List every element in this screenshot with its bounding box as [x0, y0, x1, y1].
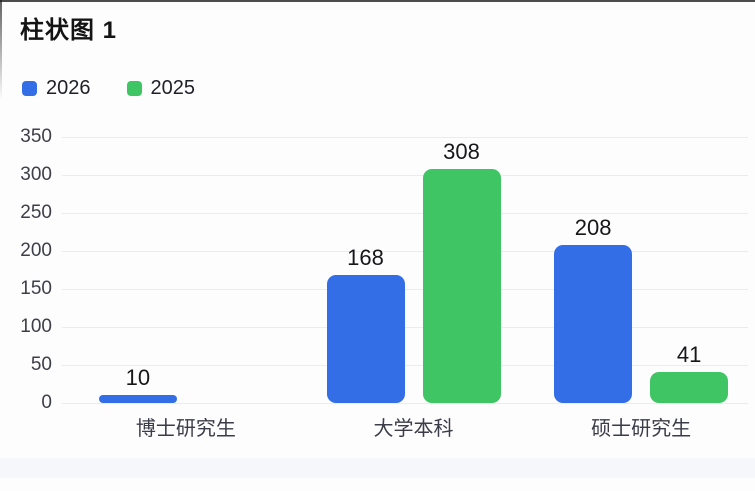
legend-swatch-2026-icon — [22, 81, 37, 96]
background-band — [0, 458, 755, 478]
x-axis-label-硕士研究生: 硕士研究生 — [591, 418, 692, 440]
y-axis-tick-200: 200 — [20, 240, 52, 261]
gridline-y0 — [62, 403, 748, 404]
bar-2026-硕士研究生[interactable] — [554, 244, 633, 403]
y-axis-tick-350: 350 — [20, 126, 52, 147]
y-axis-tick-150: 150 — [20, 278, 52, 299]
legend-label-2026: 2026 — [46, 77, 91, 99]
gridline-y100 — [62, 327, 748, 328]
legend-swatch-2025-icon — [126, 81, 142, 96]
value-label-2025-大学本科: 308 — [443, 138, 480, 164]
legend-item-2026[interactable]: 2026 — [22, 77, 91, 100]
legend-item-2025[interactable]: 2025 — [126, 77, 196, 100]
bar-2026-大学本科[interactable] — [326, 275, 405, 403]
y-axis-tick-300: 300 — [20, 164, 52, 185]
gridline-y300 — [62, 175, 748, 176]
legend-label-2025: 2025 — [150, 77, 196, 99]
y-axis-tick-50: 50 — [30, 354, 52, 375]
gridline-y350 — [62, 137, 748, 138]
gridline-y150 — [62, 289, 748, 290]
bar-2025-大学本科[interactable] — [422, 168, 501, 403]
screenshot-left-edge — [0, 0, 2, 100]
legend: 2026 2025 — [22, 77, 195, 100]
x-axis-label-博士研究生: 博士研究生 — [135, 418, 236, 440]
chart-title: 柱状图 1 — [20, 17, 118, 44]
screenshot-top-edge — [0, 0, 755, 2]
y-axis-tick-100: 100 — [20, 316, 52, 337]
value-label-2026-硕士研究生: 208 — [574, 214, 612, 240]
bar-2026-博士研究生[interactable] — [98, 395, 177, 403]
gridline-y200 — [62, 251, 748, 252]
y-axis-tick-250: 250 — [20, 202, 52, 223]
value-label-2026-大学本科: 168 — [347, 245, 384, 271]
value-label-2025-硕士研究生: 41 — [676, 341, 702, 367]
x-axis-label-大学本科: 大学本科 — [373, 418, 454, 440]
bar-2025-硕士研究生[interactable] — [650, 371, 729, 403]
value-label-2026-博士研究生: 10 — [125, 365, 151, 391]
gridline-y250 — [62, 213, 748, 214]
y-axis-tick-0: 0 — [41, 392, 52, 413]
gridline-y50 — [62, 365, 748, 366]
